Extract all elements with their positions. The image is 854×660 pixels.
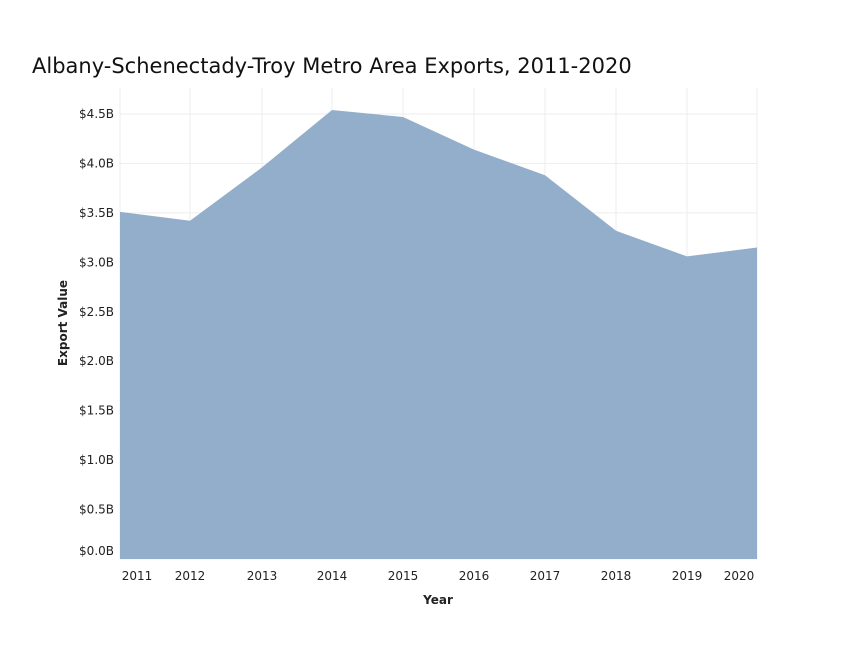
y-tick-label: $1.5B	[79, 404, 114, 418]
y-tick-label: $3.5B	[79, 206, 114, 220]
x-tick-label: 2013	[247, 569, 278, 583]
y-tick-label: $2.0B	[79, 354, 114, 368]
y-tick-label: $2.5B	[79, 305, 114, 319]
x-tick-label: 2019	[672, 569, 703, 583]
x-tick-label: 2014	[317, 569, 348, 583]
y-tick-label: $4.5B	[79, 107, 114, 121]
y-axis-label: Export Value	[56, 280, 70, 366]
chart-title: Albany-Schenectady-Troy Metro Area Expor…	[32, 54, 632, 78]
y-tick-label: $3.0B	[79, 255, 114, 269]
x-axis-label: Year	[422, 593, 453, 607]
x-tick-label: 2020	[724, 569, 755, 583]
x-tick-label: 2015	[388, 569, 419, 583]
x-tick-label: 2017	[530, 569, 561, 583]
y-tick-label: $1.0B	[79, 453, 114, 467]
x-tick-label: 2018	[601, 569, 632, 583]
x-tick-label: 2011	[122, 569, 153, 583]
y-tick-label: $0.0B	[79, 544, 114, 558]
x-tick-label: 2016	[459, 569, 490, 583]
y-tick-label: $4.0B	[79, 156, 114, 170]
area-series	[120, 110, 757, 559]
y-tick-label: $0.5B	[79, 503, 114, 517]
x-tick-label: 2012	[175, 569, 206, 583]
